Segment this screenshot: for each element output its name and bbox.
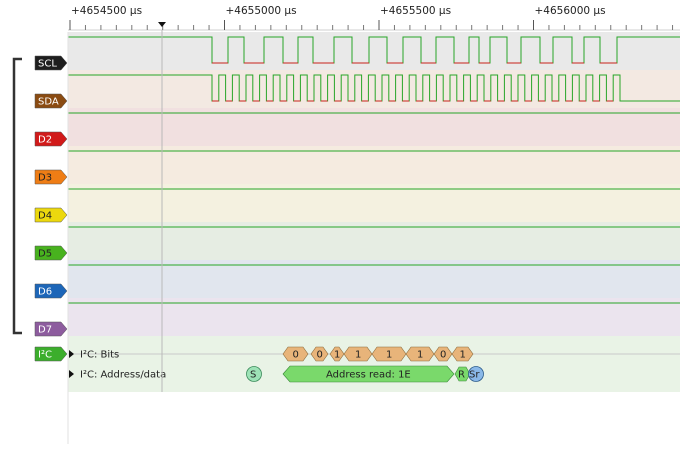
- channel-name: D7: [38, 325, 52, 336]
- address-frame[interactable]: [282, 365, 455, 383]
- read-marker-label: R: [458, 370, 465, 381]
- channel-name: D3: [38, 173, 52, 184]
- channel-tag-d3[interactable]: [34, 169, 68, 185]
- channel-name: D6: [38, 287, 52, 298]
- bit-value: 0: [293, 350, 299, 361]
- expand-arrow-icon[interactable]: [69, 350, 74, 358]
- bit-marker[interactable]: [310, 346, 329, 362]
- channel-name: SDA: [38, 97, 59, 108]
- decoder-area[interactable]: [68, 336, 680, 392]
- channel-name: SCL: [38, 59, 57, 70]
- start-condition-label: S: [250, 370, 256, 381]
- ruler-label: +4655500 µs: [380, 5, 451, 17]
- expand-arrow-icon[interactable]: [69, 370, 74, 378]
- bit-value: 1: [386, 350, 392, 361]
- ruler-label: +4656000 µs: [535, 5, 606, 17]
- channel-tag-d4[interactable]: [34, 207, 68, 223]
- channel-row-d2[interactable]: [68, 108, 680, 146]
- channel-name: D5: [38, 249, 52, 260]
- address-frame-label: Address read: 1E: [326, 370, 411, 381]
- channel-tag-d6[interactable]: [34, 283, 68, 299]
- bit-value: 0: [440, 350, 446, 361]
- bit-value: 1: [460, 350, 466, 361]
- channel-tag-sda[interactable]: [34, 93, 68, 109]
- decoder-row-label: I²C: Bits: [80, 350, 119, 361]
- decoder-tag[interactable]: [34, 346, 68, 362]
- channel-row-d6[interactable]: [68, 260, 680, 298]
- repeated-start-label: Sr: [469, 370, 480, 381]
- channel-tag-d7[interactable]: [34, 321, 68, 337]
- start-condition-marker[interactable]: [246, 366, 262, 382]
- channel-group-bracket[interactable]: [12, 57, 22, 335]
- channel-row-d7[interactable]: [68, 298, 680, 336]
- channel-tag-d5[interactable]: [34, 245, 68, 261]
- channel-row-d5[interactable]: [68, 222, 680, 260]
- channel-name: D4: [38, 211, 52, 222]
- bit-value: 1: [355, 350, 361, 361]
- ruler-label: +4654500 µs: [71, 5, 142, 17]
- decoder-row-label: I²C: Address/data: [80, 370, 166, 381]
- channel-tag-d2[interactable]: [34, 131, 68, 147]
- repeated-start-marker[interactable]: [468, 366, 484, 382]
- bit-value: 1: [417, 350, 423, 361]
- channel-row-scl[interactable]: [68, 32, 680, 70]
- bit-value: 0: [317, 350, 323, 361]
- bit-marker[interactable]: [451, 346, 474, 362]
- bit-marker[interactable]: [282, 346, 309, 362]
- channel-row-d4[interactable]: [68, 184, 680, 222]
- decoder-tag-label: I²C: [38, 350, 52, 361]
- bit-value: 1: [334, 350, 340, 361]
- channel-tag-scl[interactable]: [34, 55, 68, 71]
- channel-row-sda[interactable]: [68, 70, 680, 108]
- channel-name: D2: [38, 135, 52, 146]
- cursor-marker-icon[interactable]: [158, 22, 166, 27]
- channel-row-d3[interactable]: [68, 146, 680, 184]
- ruler-label: +4655000 µs: [226, 5, 297, 17]
